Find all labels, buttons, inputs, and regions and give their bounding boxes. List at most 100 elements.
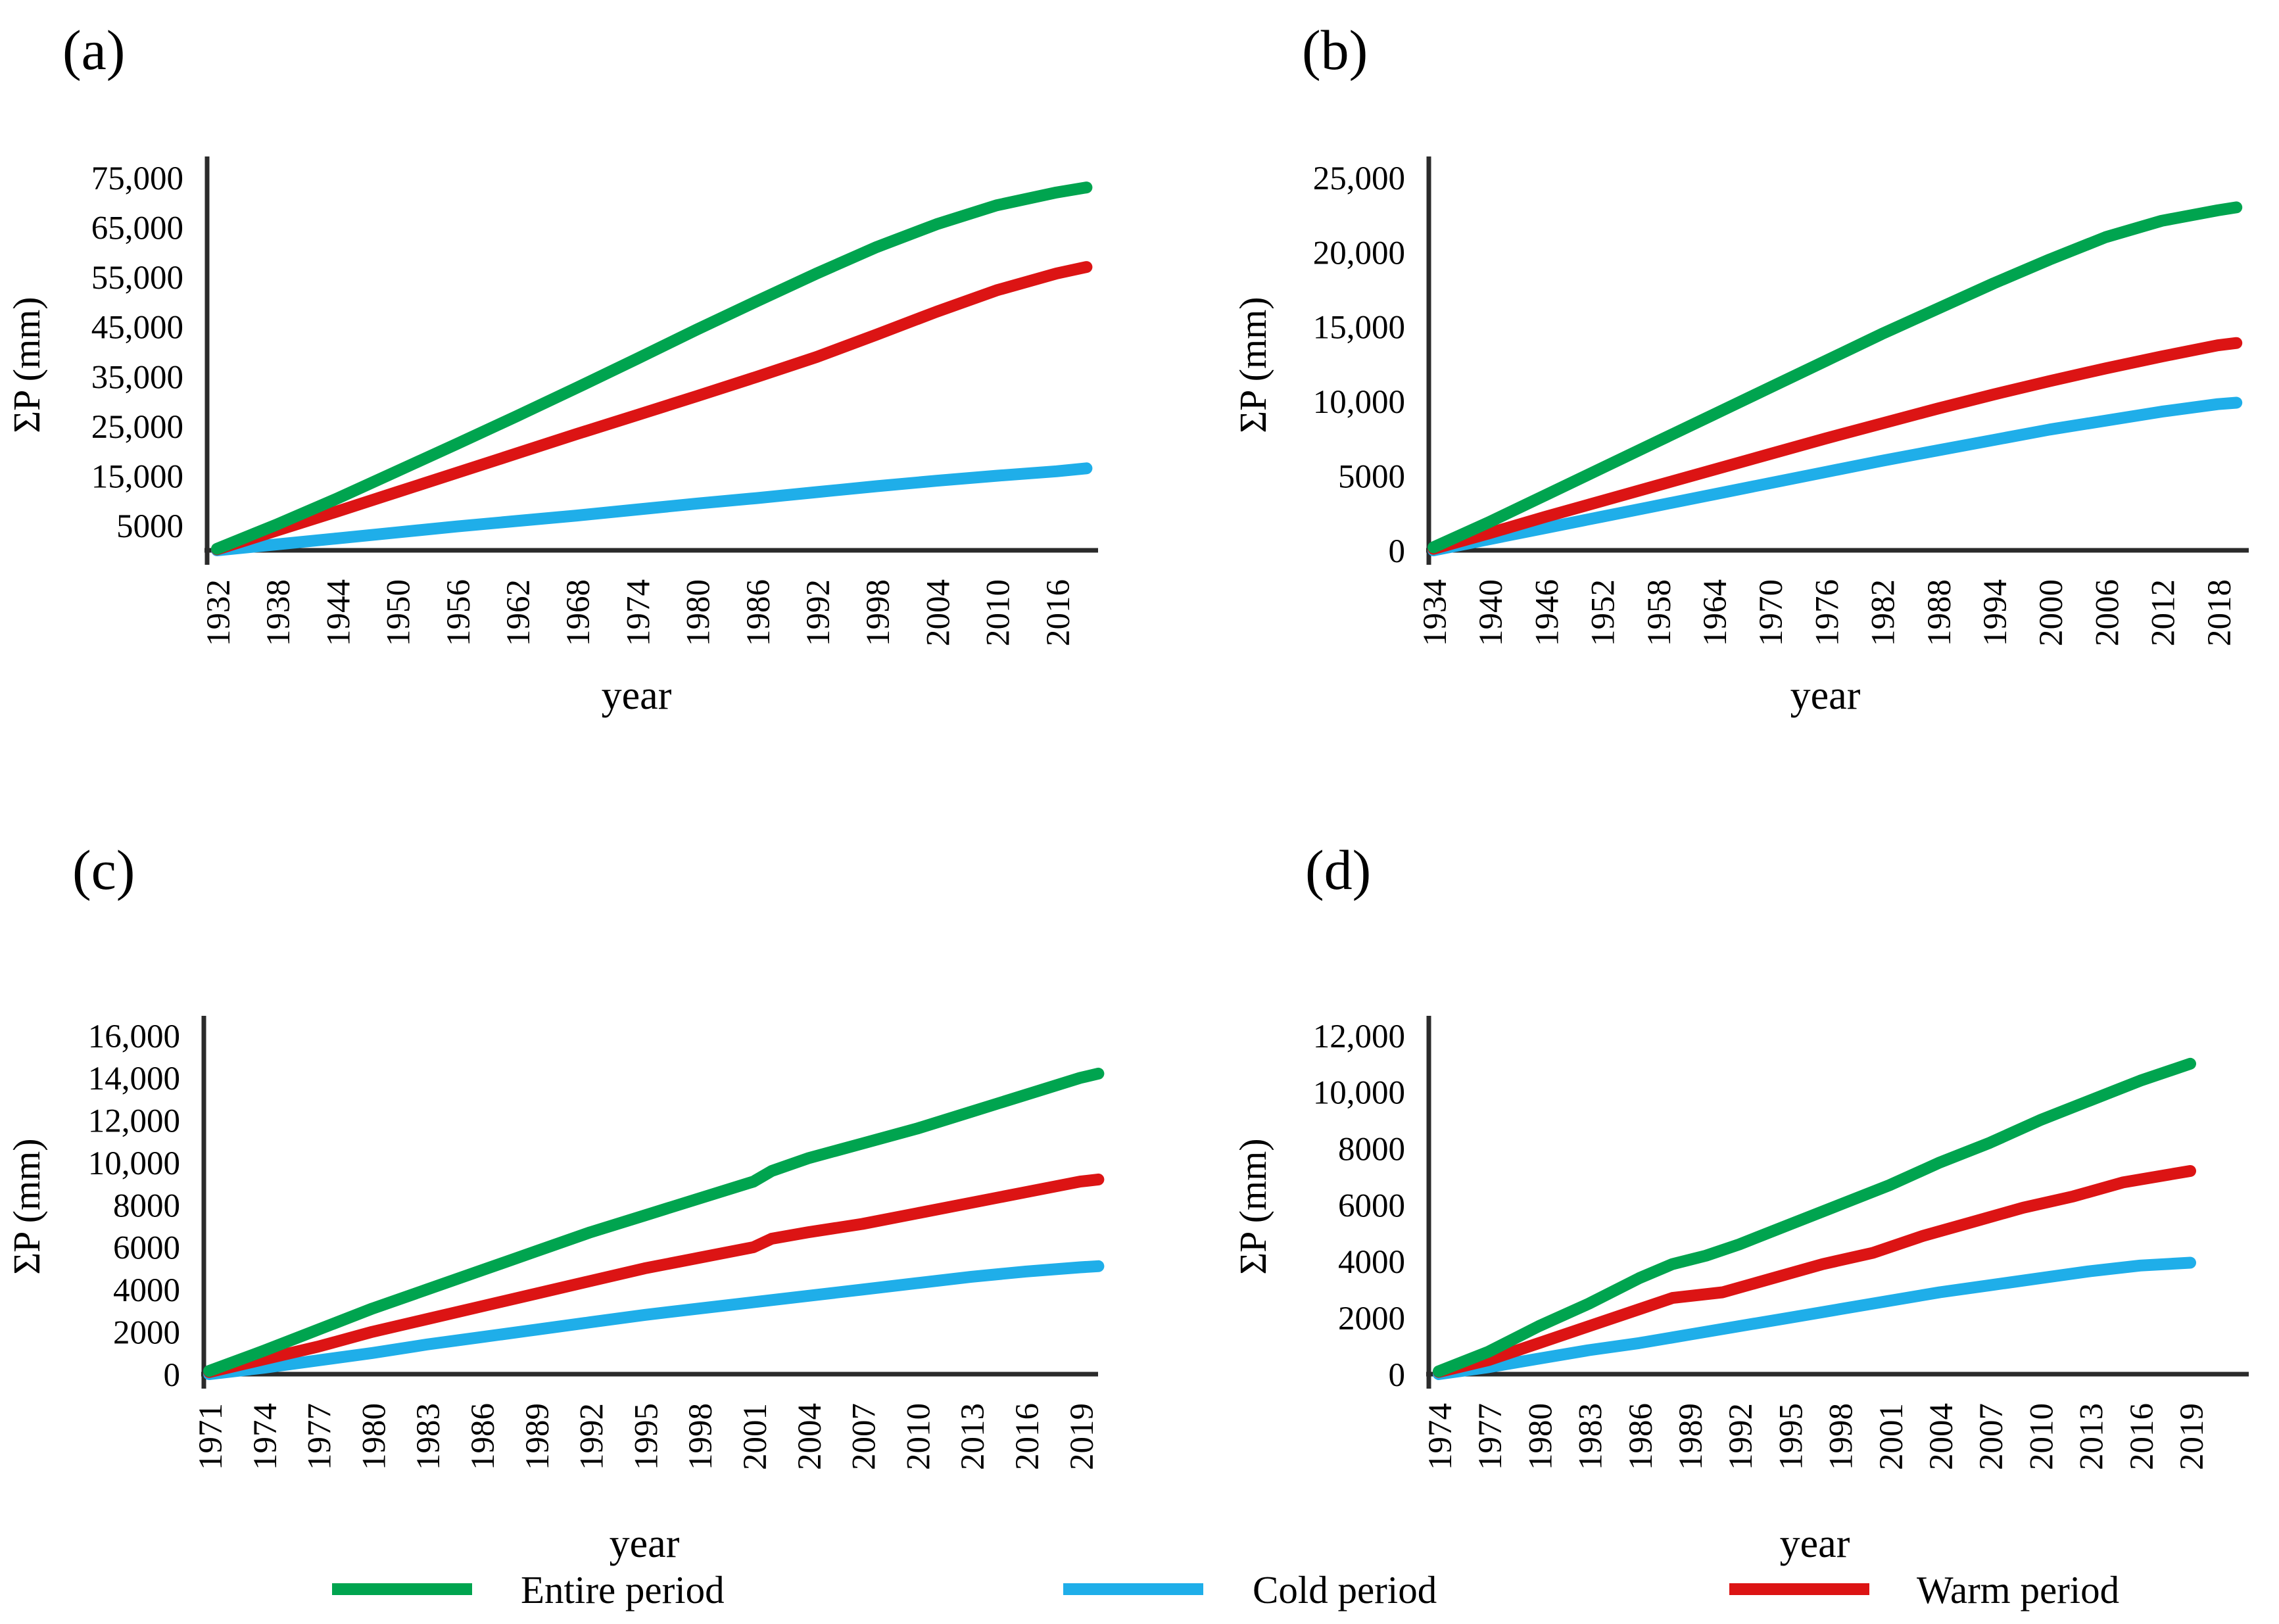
x-tick-label: 1983: [410, 1403, 447, 1470]
x-tick-label: 1998: [860, 579, 897, 646]
x-tick-label: 1946: [1529, 579, 1566, 646]
legend-item-entire-period: Entire period: [332, 1568, 725, 1612]
series-line-cold-period: [1427, 396, 2243, 556]
x-tick-label: 1932: [201, 579, 237, 646]
x-tick-label: 1992: [574, 1403, 611, 1470]
x-tick-label: 1977: [302, 1403, 339, 1470]
legend-item-warm-period: Warm period: [1729, 1568, 2119, 1612]
series-line-entire-period: [203, 1067, 1105, 1377]
x-tick-label: 1989: [519, 1403, 556, 1470]
x-tick-label: 1980: [681, 579, 717, 646]
y-tick-label: 4000: [1338, 1244, 1405, 1281]
x-tick-label: 1971: [193, 1403, 229, 1470]
y-axis-title: ΣP (mm): [1232, 1138, 1274, 1274]
y-axis-title: ΣP (mm): [5, 297, 48, 433]
x-axis-title: year: [610, 1521, 680, 1566]
legend-swatch-cold: [1063, 1583, 1203, 1595]
x-tick-label: 1938: [260, 579, 297, 646]
x-tick-label: 1940: [1473, 579, 1510, 646]
series-line-warm-period: [1427, 337, 2243, 555]
y-tick-label: 10,000: [1313, 1075, 1405, 1112]
series-line-cold-period: [203, 1260, 1105, 1380]
x-tick-label: 2001: [737, 1403, 774, 1470]
y-tick-label: 25,000: [91, 409, 183, 446]
x-tick-label: 2010: [980, 579, 1017, 646]
y-tick-label: 10,000: [1313, 384, 1405, 421]
x-tick-label: 2013: [955, 1403, 992, 1470]
y-tick-label: 55,000: [91, 260, 183, 297]
x-tick-label: 2010: [900, 1403, 937, 1470]
y-tick-label: 0: [164, 1357, 181, 1394]
y-tick-label: 15,000: [91, 458, 183, 495]
panel-d-label: (d): [1305, 838, 1371, 901]
x-tick-label: 2007: [846, 1403, 883, 1470]
legend-label-warm: Warm period: [1917, 1568, 2119, 1612]
x-tick-label: 1995: [628, 1403, 665, 1470]
x-tick-label: 2004: [920, 579, 957, 646]
y-tick-label: 2000: [1338, 1301, 1405, 1337]
y-tick-label: 0: [1389, 533, 1406, 570]
x-tick-label: 1952: [1585, 579, 1622, 646]
x-tick-label: 2004: [792, 1403, 828, 1470]
panel-b-label: (b): [1302, 18, 1368, 82]
x-tick-label: 2016: [1040, 579, 1077, 646]
y-tick-label: 6000: [1338, 1187, 1405, 1224]
y-tick-label: 6000: [113, 1230, 180, 1267]
y-tick-label: 0: [1389, 1357, 1406, 1394]
y-axis-title: ΣP (mm): [5, 1138, 48, 1274]
panel-c-label: (c): [72, 838, 135, 901]
series-line-cold-period: [211, 462, 1093, 556]
x-tick-label: 1986: [740, 579, 777, 646]
series-line-entire-period: [1427, 201, 2243, 554]
x-tick-label: 1962: [500, 579, 537, 646]
y-tick-label: 8000: [113, 1187, 180, 1224]
y-tick-label: 65,000: [91, 210, 183, 247]
legend: Entire period Cold period Warm period: [332, 1568, 2119, 1612]
x-tick-label: 2004: [1923, 1403, 1960, 1470]
y-tick-label: 16,000: [88, 1018, 180, 1055]
y-tick-label: 5000: [116, 508, 183, 545]
x-tick-label: 1989: [1673, 1403, 1710, 1470]
y-tick-label: 75,000: [91, 160, 183, 197]
x-tick-label: 2016: [1009, 1403, 1046, 1470]
x-axis-title: year: [1790, 673, 1861, 718]
x-tick-label: 1974: [247, 1403, 284, 1470]
x-tick-label: 1976: [1809, 579, 1846, 646]
legend-item-cold-period: Cold period: [1063, 1568, 1437, 1612]
y-tick-label: 14,000: [88, 1061, 180, 1097]
series-line-warm-period: [203, 1173, 1105, 1378]
x-tick-label: 1998: [683, 1403, 719, 1470]
x-tick-label: 1950: [381, 579, 418, 646]
x-tick-label: 1944: [320, 579, 357, 646]
panel-d: (d) 12,000 10,000 8000 6000 4000 2000 0 1974 1977…: [1232, 838, 2249, 1566]
panel-b: (b) 25,000 20,000 15,000 10,000 5000 0 1934 1940…: [1232, 18, 2249, 718]
x-tick-label: 2000: [2033, 579, 2070, 646]
x-tick-label: 1982: [1865, 579, 1902, 646]
y-tick-label: 5000: [1338, 458, 1405, 495]
panel-a-label: (a): [62, 18, 125, 82]
series-line-cold-period: [1433, 1256, 2196, 1380]
x-tick-label: 1992: [1723, 1403, 1760, 1470]
y-axis-title: ΣP (mm): [1232, 297, 1274, 433]
x-tick-label: 2012: [2146, 579, 2182, 646]
x-tick-label: 1998: [1823, 1403, 1860, 1470]
x-tick-label: 2010: [2023, 1403, 2060, 1470]
x-tick-label: 1958: [1641, 579, 1678, 646]
x-tick-label: 2006: [2089, 579, 2126, 646]
x-tick-label: 1980: [356, 1403, 393, 1470]
x-tick-label: 1992: [800, 579, 837, 646]
legend-label-cold: Cold period: [1253, 1568, 1437, 1612]
panel-c: (c) 16,000 14,000 12,000 10,000 8000 6000 4000 2…: [5, 838, 1105, 1566]
series-line-entire-period: [211, 181, 1093, 555]
series-line-warm-period: [211, 261, 1093, 556]
x-tick-label: 1986: [465, 1403, 502, 1470]
x-tick-label: 1968: [560, 579, 597, 646]
y-tick-label: 2000: [113, 1314, 180, 1351]
series-line-warm-period: [1433, 1165, 2196, 1378]
x-tick-label: 1974: [1422, 1403, 1459, 1470]
x-tick-label: 1970: [1753, 579, 1790, 646]
x-tick-label: 1980: [1522, 1403, 1559, 1470]
legend-swatch-entire: [332, 1583, 472, 1595]
